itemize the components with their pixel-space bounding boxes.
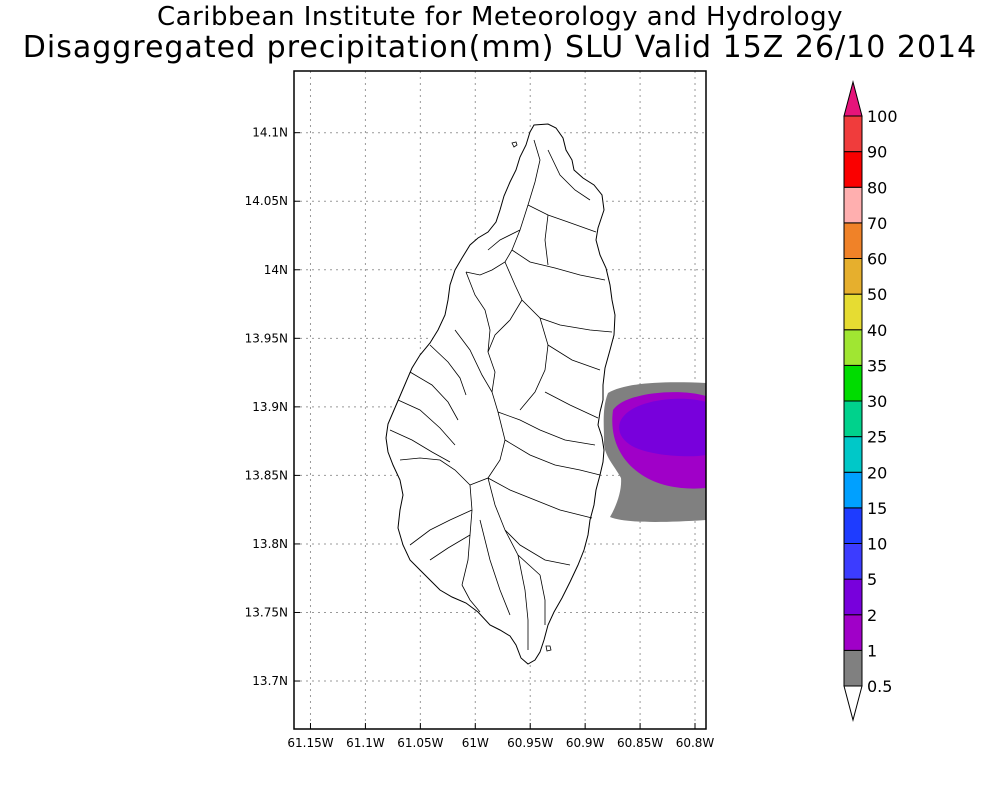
legend-label: 60: [867, 250, 887, 269]
islet: [511, 141, 518, 148]
lat-tick-label: 13.9N: [252, 400, 288, 414]
axis-ticks: 61.15W 61.1W 61.05W 61W 60.95W 60.9W 60.85W 60.…: [245, 126, 715, 750]
precipitation-layer: [603, 382, 706, 522]
lon-tick-label: 61.15W: [287, 736, 333, 750]
legend-color-box: [843, 649, 863, 687]
legend-label: 40: [867, 321, 887, 340]
legend-color-box: [843, 293, 863, 331]
legend-color-box: [843, 222, 863, 259]
legend-label: 0.5: [867, 677, 892, 696]
islet: [545, 645, 552, 652]
lon-tick-label: 61.1W: [346, 736, 385, 750]
legend-color-box: [843, 471, 863, 509]
lat-tick-label: 13.75N: [245, 605, 288, 619]
island-coastline: [385, 123, 616, 665]
lon-tick-label: 60.8W: [676, 736, 715, 750]
legend-top-arrow: [843, 80, 863, 117]
chart-title: Caribbean Institute for Meteorology and …: [0, 2, 1000, 64]
precip-area-2-5mm: [619, 398, 706, 457]
legend-label: 2: [867, 606, 877, 625]
legend-color-box: [843, 186, 863, 224]
lat-tick-label: 14.05N: [245, 194, 288, 208]
lat-tick-label: 14N: [264, 263, 288, 277]
legend-color-box: [843, 578, 863, 616]
legend-color-box: [843, 543, 863, 580]
lon-tick-label: 60.9W: [566, 736, 605, 750]
legend-label: 15: [867, 499, 887, 518]
saint-lucia-island: [385, 123, 616, 665]
legend-color-box: [843, 614, 863, 651]
title-institute: Caribbean Institute for Meteorology and …: [157, 2, 843, 32]
legend-color-box: [843, 151, 863, 188]
legend-label: 70: [867, 214, 887, 233]
legend-label: 100: [867, 107, 898, 126]
legend-label: 35: [867, 356, 887, 375]
lat-tick-label: 14.1N: [252, 126, 288, 140]
legend-label: 5: [867, 570, 877, 589]
legend-label: 50: [867, 285, 887, 304]
lon-tick-label: 60.95W: [507, 736, 553, 750]
legend-label: 10: [867, 535, 887, 554]
legend-label: 30: [867, 392, 887, 411]
legend-label: 25: [867, 428, 887, 447]
legend-bottom-arrow: [843, 685, 863, 722]
title-product: Disaggregated precipitation(mm) SLU Vali…: [22, 30, 978, 65]
legend-label: 80: [867, 178, 887, 197]
island-watershed-boundaries: [389, 139, 613, 650]
legend-label: 20: [867, 463, 887, 482]
legend-color-box: [843, 507, 863, 544]
lat-tick-label: 13.8N: [252, 537, 288, 551]
legend-color-box: [843, 436, 863, 473]
legend-color-box: [843, 115, 863, 153]
legend-color-box: [843, 329, 863, 366]
lat-tick-label: 13.95N: [245, 331, 288, 345]
lat-tick-label: 13.7N: [252, 674, 288, 688]
lon-tick-label: 61.05W: [397, 736, 443, 750]
legend-color-box: [843, 364, 863, 402]
legend-label: 1: [867, 641, 877, 660]
map-frame: [293, 70, 707, 730]
lon-tick-label: 60.85W: [617, 736, 663, 750]
lon-tick-label: 61W: [462, 736, 489, 750]
legend-color-box: [843, 258, 863, 295]
legend-color-box: [843, 400, 863, 438]
legend-label: 90: [867, 143, 887, 162]
lat-tick-label: 13.85N: [245, 468, 288, 482]
